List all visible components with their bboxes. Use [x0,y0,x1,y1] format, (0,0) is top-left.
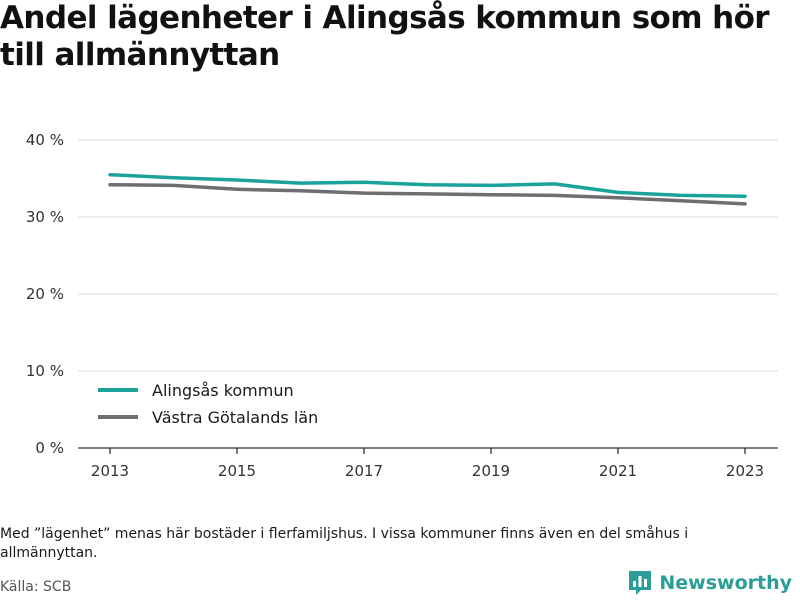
series-line [108,172,747,198]
brand-name: Newsworthy [659,572,792,594]
y-tick-label: 30 % [26,208,64,226]
series-line [108,182,747,206]
chart-note: Med ”lägenhet” menas här bostäder i fler… [0,526,689,561]
y-axis-tick-labels: 0 % 10 % 20 % 30 % 40 % [26,131,64,457]
y-tick-label: 40 % [26,131,64,149]
x-tick-label: 2019 [472,462,510,480]
series-lines [108,172,747,206]
y-tick-label: 20 % [26,285,64,303]
brand-logo: Newsworthy [627,569,792,597]
x-tick-label: 2023 [726,462,764,480]
legend-label: Alingsås kommun [152,381,294,400]
x-tick-label: 2013 [91,462,129,480]
legend-label: Västra Götalands län [152,408,318,427]
y-tick-label: 10 % [26,362,64,380]
x-tick-label: 2021 [599,462,637,480]
legend: Alingsås kommun Västra Götalands län [98,381,318,427]
grid-lines [78,139,778,372]
x-tick-label: 2017 [345,462,383,480]
x-axis: 2013 2015 2017 2019 2021 2023 [78,447,778,480]
y-tick-label: 0 % [35,439,64,457]
x-tick-label: 2015 [218,462,256,480]
chart-title: Andel lägenheter i Alingsås kommun som h… [0,0,770,73]
line-chart: 0 % 10 % 20 % 30 % 40 % 2013 2015 2017 2019 2021… [26,131,778,480]
bar-chart-logo-icon [629,571,652,595]
source-label: Källa: SCB [0,579,72,595]
